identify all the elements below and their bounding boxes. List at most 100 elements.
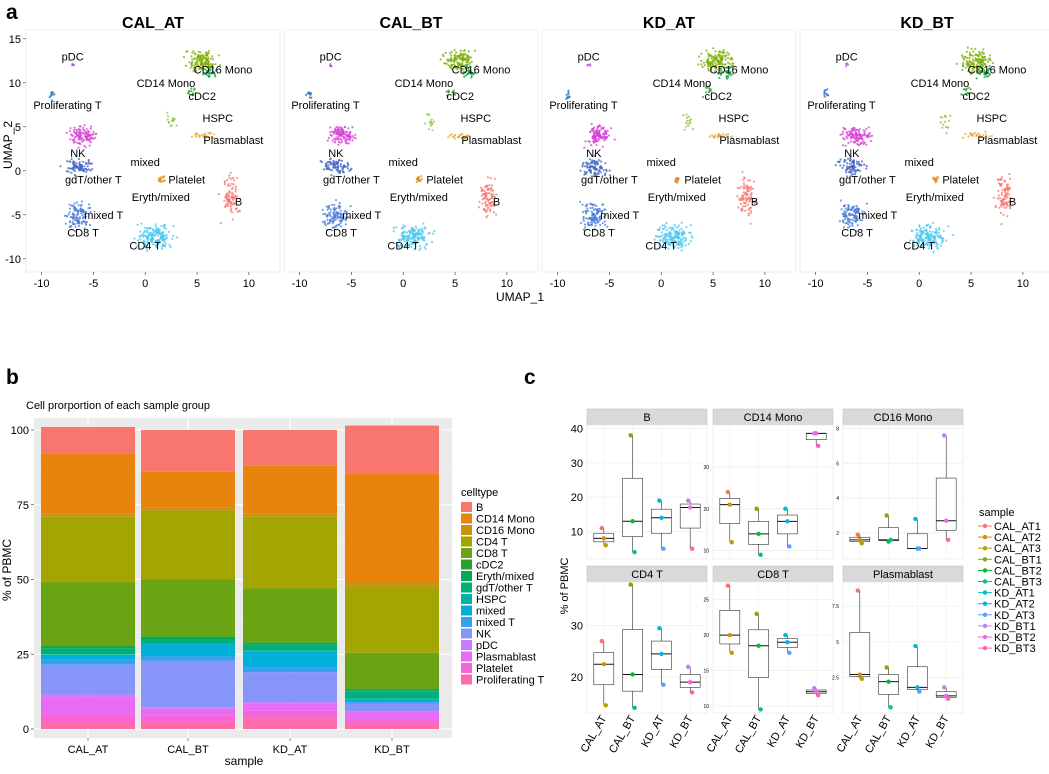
umap-point [73,129,75,131]
bar-legend-swatch [461,525,472,535]
umap-point [579,201,581,203]
bar-segment [243,672,337,702]
umap-point [680,246,682,248]
umap-point [139,231,141,233]
umap-point [742,205,744,207]
box-point [730,540,734,544]
bar-legend-label: CD16 Mono [476,525,535,537]
umap-point [188,61,190,63]
umap-point [89,140,91,142]
umap-point [223,200,225,202]
umap-point [339,138,341,140]
umap-point [717,59,719,61]
umap-point [206,60,208,62]
umap-point [339,216,341,218]
umap-point [850,171,852,173]
umap-x-tick-label: 0 [916,278,922,290]
umap-point [678,224,680,226]
umap-point [210,58,212,60]
umap-point [674,224,676,226]
umap-point [594,166,596,168]
umap-point [456,58,458,60]
umap-point [230,172,232,174]
umap-point [393,230,395,232]
box-x-tick-label: CAL_AT [835,713,866,755]
umap-point [1000,223,1002,225]
umap-point [606,170,608,172]
umap-point [87,165,89,167]
umap-point [468,50,470,52]
umap-point [947,225,949,227]
umap-cluster-label: CD16 Mono [968,65,1027,77]
bar-legend-swatch [461,560,472,570]
umap-point [72,221,74,223]
box-legend-dot [983,524,987,528]
umap-point [329,163,331,165]
umap-point [584,165,586,167]
box-y-tick-label: 20 [703,633,709,639]
box-y-tick-label: 30 [703,465,709,471]
bar-x-label: sample [225,754,264,768]
umap-point [974,132,976,134]
umap-point [714,50,716,52]
umap-cluster-label: B [235,197,242,209]
umap-cluster-label: gdT/other T [65,175,122,187]
umap-point [485,216,487,218]
box-point [728,633,732,637]
umap-point [335,138,337,140]
umap-point [962,62,964,64]
umap-point [976,77,978,79]
umap-point [81,214,83,216]
umap-point [706,62,708,64]
umap-point [981,55,983,57]
umap-point [333,204,335,206]
umap-facet-title: CAL_AT [122,15,184,32]
umap-point [698,55,700,57]
box-y-tick-label: 30 [571,458,583,470]
umap-point [185,65,187,67]
umap-point [166,234,168,236]
umap-point [863,164,865,166]
umap-point [334,129,336,131]
box-point [787,544,791,548]
umap-point [750,186,752,188]
umap-point [450,60,452,62]
umap-cluster-label: Eryth/mixed [906,192,964,204]
umap-point [916,229,918,231]
umap-point [567,93,569,95]
umap-point [853,162,855,164]
umap-point [481,203,483,205]
umap-point [721,56,723,58]
umap-point [604,224,606,226]
umap-point [713,56,715,58]
bar-segment [141,707,235,708]
umap-point [845,171,847,173]
box-point [754,612,758,616]
umap-point [350,205,352,207]
umap-point [848,214,850,216]
umap-point [208,61,210,63]
umap-point [998,195,1000,197]
umap-point [195,136,197,138]
bar-legend-label: B [476,502,483,514]
umap-point [92,133,94,135]
umap-point [748,214,750,216]
bar-legend-label: gdT/other T [476,583,533,595]
umap-point [79,216,81,218]
umap-point [919,234,921,236]
umap-point [849,163,851,165]
umap-point [468,56,470,58]
umap-point [171,238,173,240]
bar-x-tick-label: KD_AT [273,744,308,756]
umap-point [967,135,969,137]
umap-point [157,235,159,237]
box-facet-title: CD14 Mono [744,412,803,424]
umap-point [846,137,848,139]
umap-point [76,142,78,144]
umap-point [403,235,405,237]
umap-point [920,227,922,229]
umap-cluster-label: CD14 Mono [653,78,712,90]
